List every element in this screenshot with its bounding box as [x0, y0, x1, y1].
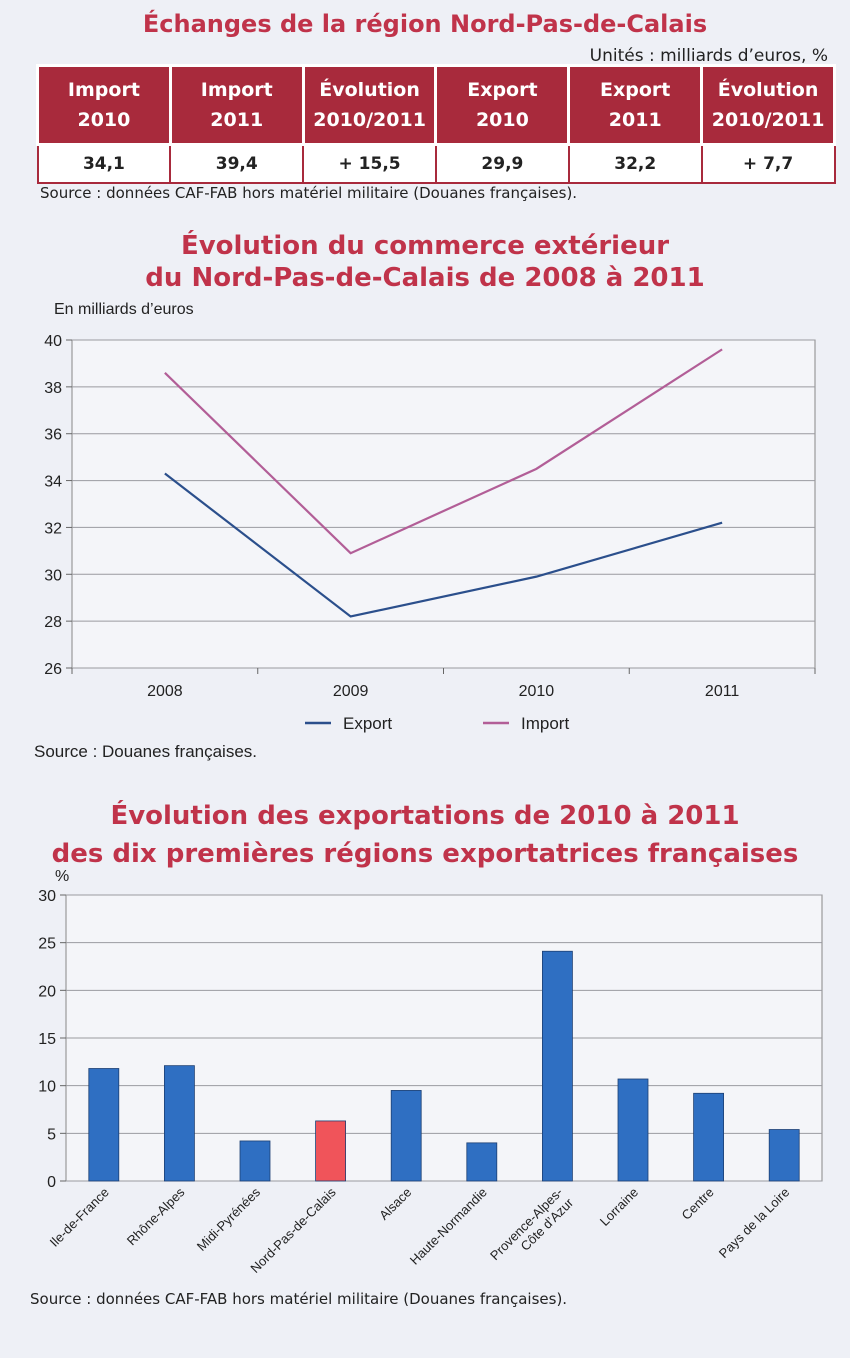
table-cell: 32,2	[567, 143, 703, 184]
x-tick-label: 2008	[147, 683, 183, 700]
chart2-title-line2: des dix premières régions exportatrices …	[51, 839, 799, 869]
y-tick-label: 40	[44, 333, 62, 350]
x-tick-label-group: Centre	[679, 1185, 717, 1223]
x-tick-label-group: Haute-Normandie	[407, 1185, 490, 1268]
legend-label: Export	[343, 714, 392, 733]
units-label: Unités : milliards d’euros, %	[589, 46, 828, 66]
y-tick-label: 38	[44, 380, 62, 397]
chart1-source: Source : Douanes françaises.	[34, 742, 258, 761]
x-tick-label-group: Nord-Pas-de-Calais	[247, 1184, 339, 1276]
x-tick-label-group: Provence-Alpes-Côte d’Azur	[487, 1185, 577, 1264]
y-tick-label: 36	[44, 427, 62, 444]
trade-table: Import 2010 Import 2011 Évolution 2010/2011…	[36, 64, 836, 184]
x-tick-label-group: Midi-Pyrénées	[194, 1184, 264, 1254]
x-tick-label: 2011	[705, 683, 740, 700]
x-tick-label: Nord-Pas-de-Calais	[247, 1184, 339, 1276]
table-header-row: Import 2010 Import 2011 Évolution 2010/2011…	[36, 64, 836, 146]
table-cell: 29,9	[434, 143, 570, 184]
table-header-import-evolution: Évolution 2010/2011	[301, 64, 438, 146]
table-cell: + 15,5	[302, 143, 437, 184]
x-tick-label-group: Lorraine	[597, 1185, 641, 1229]
y-tick-label: 0	[47, 1174, 56, 1191]
y-tick-label: 32	[44, 520, 62, 537]
y-tick-label: 30	[44, 567, 62, 584]
line-chart: En milliards d’euros 26 28 30 32 34 36 38 40 2008…	[44, 301, 816, 733]
x-tick-label-group: Pays de la Loire	[716, 1185, 793, 1262]
y-tick-label: 25	[38, 936, 56, 953]
chart2-title-line1: Évolution des exportations de 2010 à 201…	[110, 801, 740, 831]
y-tick-label: 28	[44, 614, 62, 631]
bar	[693, 1092, 724, 1182]
y-tick-label: 30	[38, 888, 56, 905]
x-tick-label: 2009	[333, 683, 369, 700]
bar	[315, 1120, 347, 1182]
main-title: Échanges de la région Nord-Pas-de-Calais	[142, 10, 708, 38]
chart2-source: Source : données CAF-FAB hors matériel m…	[30, 1290, 568, 1308]
series-line-export	[164, 472, 723, 618]
y-tick-label: 15	[38, 1031, 56, 1048]
chart1-title-line2: du Nord-Pas-de-Calais de 2008 à 2011	[145, 263, 705, 293]
y-tick-label: 20	[38, 983, 56, 1000]
bar	[390, 1090, 422, 1182]
x-tick-label: Rhône-Alpes	[124, 1184, 188, 1248]
x-tick-label-group: Rhône-Alpes	[124, 1184, 188, 1248]
table-header-export-2010: Export 2010	[434, 64, 571, 146]
bar	[239, 1140, 271, 1182]
x-tick-label: Haute-Normandie	[407, 1185, 490, 1268]
x-tick-label: Midi-Pyrénées	[194, 1184, 264, 1254]
legend-label: Import	[521, 714, 569, 733]
x-tick-label-group: Ile-de-France	[47, 1185, 112, 1250]
x-tick-label: Lorraine	[597, 1185, 641, 1229]
bar	[163, 1065, 195, 1182]
chart1-title-line1: Évolution du commerce extérieur	[180, 231, 670, 261]
table-source: Source : données CAF-FAB hors matériel m…	[40, 184, 578, 202]
bar	[88, 1068, 120, 1182]
table-header-import-2010: Import 2010	[36, 64, 172, 146]
bar	[617, 1078, 649, 1182]
plot-area	[71, 339, 816, 669]
x-tick-label-group: Alsace	[376, 1185, 414, 1223]
bar	[466, 1142, 498, 1182]
table-cell: + 7,7	[700, 143, 836, 184]
x-tick-label: Centre	[679, 1185, 717, 1223]
table-header-export-2011: Export 2011	[567, 64, 704, 146]
y-axis-label: %	[55, 868, 69, 885]
table-cell: 39,4	[169, 143, 305, 184]
bar-chart: % 0 5 10 15 20 25 30 Ile-de-France Rhône-Alpes Mid…	[38, 868, 823, 1276]
table-row: 34,1 39,4 + 15,5 29,9 32,2 + 7,7	[36, 143, 836, 184]
bar	[768, 1129, 800, 1182]
x-tick-label: Ile-de-France	[47, 1185, 112, 1250]
table-cell: 34,1	[36, 143, 172, 184]
y-tick-label: 34	[44, 474, 62, 491]
y-tick-label: 26	[44, 661, 62, 678]
y-tick-label: 5	[47, 1126, 56, 1143]
x-tick-label: Alsace	[376, 1185, 414, 1223]
table-header-import-2011: Import 2011	[168, 64, 305, 146]
series-line-import	[164, 348, 723, 555]
bar	[542, 950, 573, 1182]
table-header-export-evolution: Évolution 2010/2011	[700, 64, 836, 146]
x-tick-label: Pays de la Loire	[716, 1185, 793, 1262]
y-axis-label: En milliards d’euros	[54, 301, 194, 318]
y-tick-label: 10	[38, 1079, 56, 1096]
x-tick-label: 2010	[519, 683, 555, 700]
